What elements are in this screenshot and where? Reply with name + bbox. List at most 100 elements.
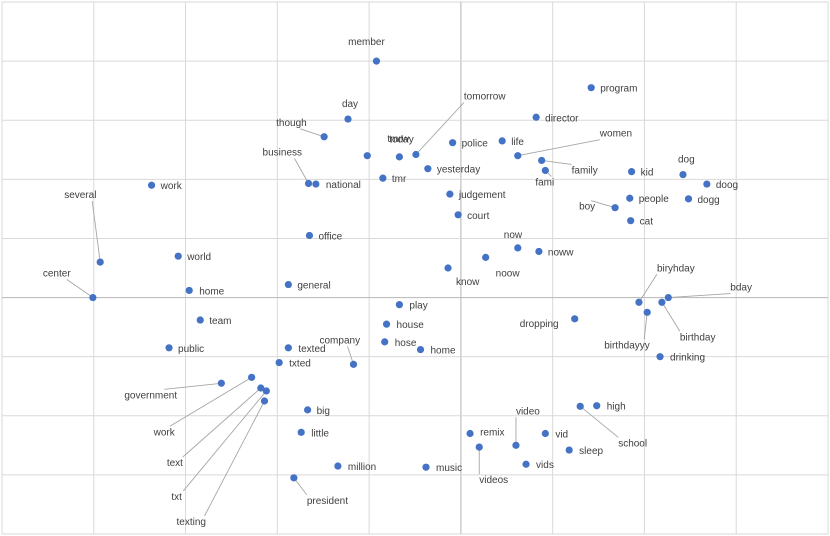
leader-line xyxy=(638,274,658,303)
data-point xyxy=(96,258,104,266)
data-point xyxy=(185,286,193,295)
data-label: court xyxy=(467,211,489,222)
leader-line xyxy=(164,382,222,390)
data-label: judgement xyxy=(458,190,506,201)
data-label: dogg xyxy=(697,195,719,206)
data-label: police xyxy=(462,139,489,150)
data-point xyxy=(535,247,543,256)
data-label: work xyxy=(153,427,176,438)
data-label: doog xyxy=(716,180,738,191)
data-label: big xyxy=(317,406,330,417)
data-label: public xyxy=(178,344,204,355)
leader-line xyxy=(169,376,252,427)
data-point xyxy=(422,463,430,471)
leader-line xyxy=(182,390,267,492)
data-label: world xyxy=(186,252,211,263)
data-label: member xyxy=(348,37,385,48)
leader-line xyxy=(299,128,325,138)
data-point xyxy=(444,264,452,272)
leader-line xyxy=(661,302,681,332)
data-label: noww xyxy=(548,247,574,258)
data-point xyxy=(538,156,546,165)
data-label: life xyxy=(511,137,524,148)
data-point xyxy=(257,384,265,392)
data-point xyxy=(626,194,634,202)
data-label: tmr xyxy=(392,174,407,185)
data-label: txt xyxy=(171,492,182,503)
data-point xyxy=(379,174,387,182)
leader-line xyxy=(294,158,309,184)
data-label: day xyxy=(342,99,358,110)
leader-line xyxy=(66,279,94,298)
data-point xyxy=(297,428,305,436)
data-label: home xyxy=(431,346,456,357)
data-point xyxy=(320,133,328,141)
data-point xyxy=(284,280,292,289)
data-point xyxy=(514,244,522,252)
data-label: birthday xyxy=(680,332,716,343)
data-label: fami xyxy=(535,177,554,188)
data-point xyxy=(89,293,97,302)
data-label: general xyxy=(297,281,330,292)
data-label: kid xyxy=(641,168,654,179)
data-label: text xyxy=(167,458,183,469)
data-point xyxy=(248,373,256,381)
data-point xyxy=(587,84,595,92)
data-point xyxy=(372,57,381,65)
data-label: high xyxy=(607,402,626,413)
data-label: yesterday xyxy=(437,165,480,176)
data-label: dog xyxy=(678,155,695,166)
data-point xyxy=(260,397,269,405)
data-label: million xyxy=(348,462,376,473)
data-label: government xyxy=(124,390,177,401)
data-label: office xyxy=(318,231,342,242)
data-point xyxy=(349,360,358,368)
data-label: know xyxy=(456,277,480,288)
data-point xyxy=(611,204,619,212)
data-label: tmrw xyxy=(387,134,409,145)
leader-line xyxy=(182,387,262,458)
data-label: now xyxy=(504,230,523,241)
data-point xyxy=(381,338,389,346)
data-point xyxy=(174,252,182,260)
data-point xyxy=(395,153,403,161)
data-labels: member day today though tomorrow tmrw police li… xyxy=(43,37,752,528)
data-point xyxy=(344,115,352,123)
data-point xyxy=(703,180,711,188)
data-label: hose xyxy=(395,338,417,349)
leader-line xyxy=(415,102,465,155)
data-label: cat xyxy=(640,217,654,228)
data-label: vid xyxy=(555,430,568,441)
data-point xyxy=(196,316,204,324)
data-point xyxy=(512,441,520,449)
data-point xyxy=(284,344,292,352)
leader-line xyxy=(590,200,616,209)
data-point xyxy=(498,137,506,145)
data-point xyxy=(217,379,225,387)
data-point xyxy=(454,211,462,219)
data-point xyxy=(571,315,579,323)
data-point xyxy=(147,181,156,189)
data-point xyxy=(446,190,454,198)
data-points xyxy=(89,57,711,482)
data-point xyxy=(664,293,672,302)
leader-line xyxy=(668,293,731,299)
data-point xyxy=(304,406,312,414)
data-point xyxy=(679,171,687,179)
leader-line xyxy=(579,405,619,438)
leader-line xyxy=(643,312,648,340)
data-label: family xyxy=(572,165,598,176)
data-point xyxy=(449,139,457,147)
data-label: dropping xyxy=(520,319,559,330)
data-label: birthdayyy xyxy=(604,340,650,351)
data-label: little xyxy=(311,428,329,439)
data-point xyxy=(395,301,403,309)
data-point xyxy=(382,320,391,328)
data-label: program xyxy=(600,84,637,95)
data-label: txted xyxy=(289,359,311,370)
data-point xyxy=(593,402,601,410)
data-point xyxy=(643,308,651,316)
data-point xyxy=(424,165,432,173)
